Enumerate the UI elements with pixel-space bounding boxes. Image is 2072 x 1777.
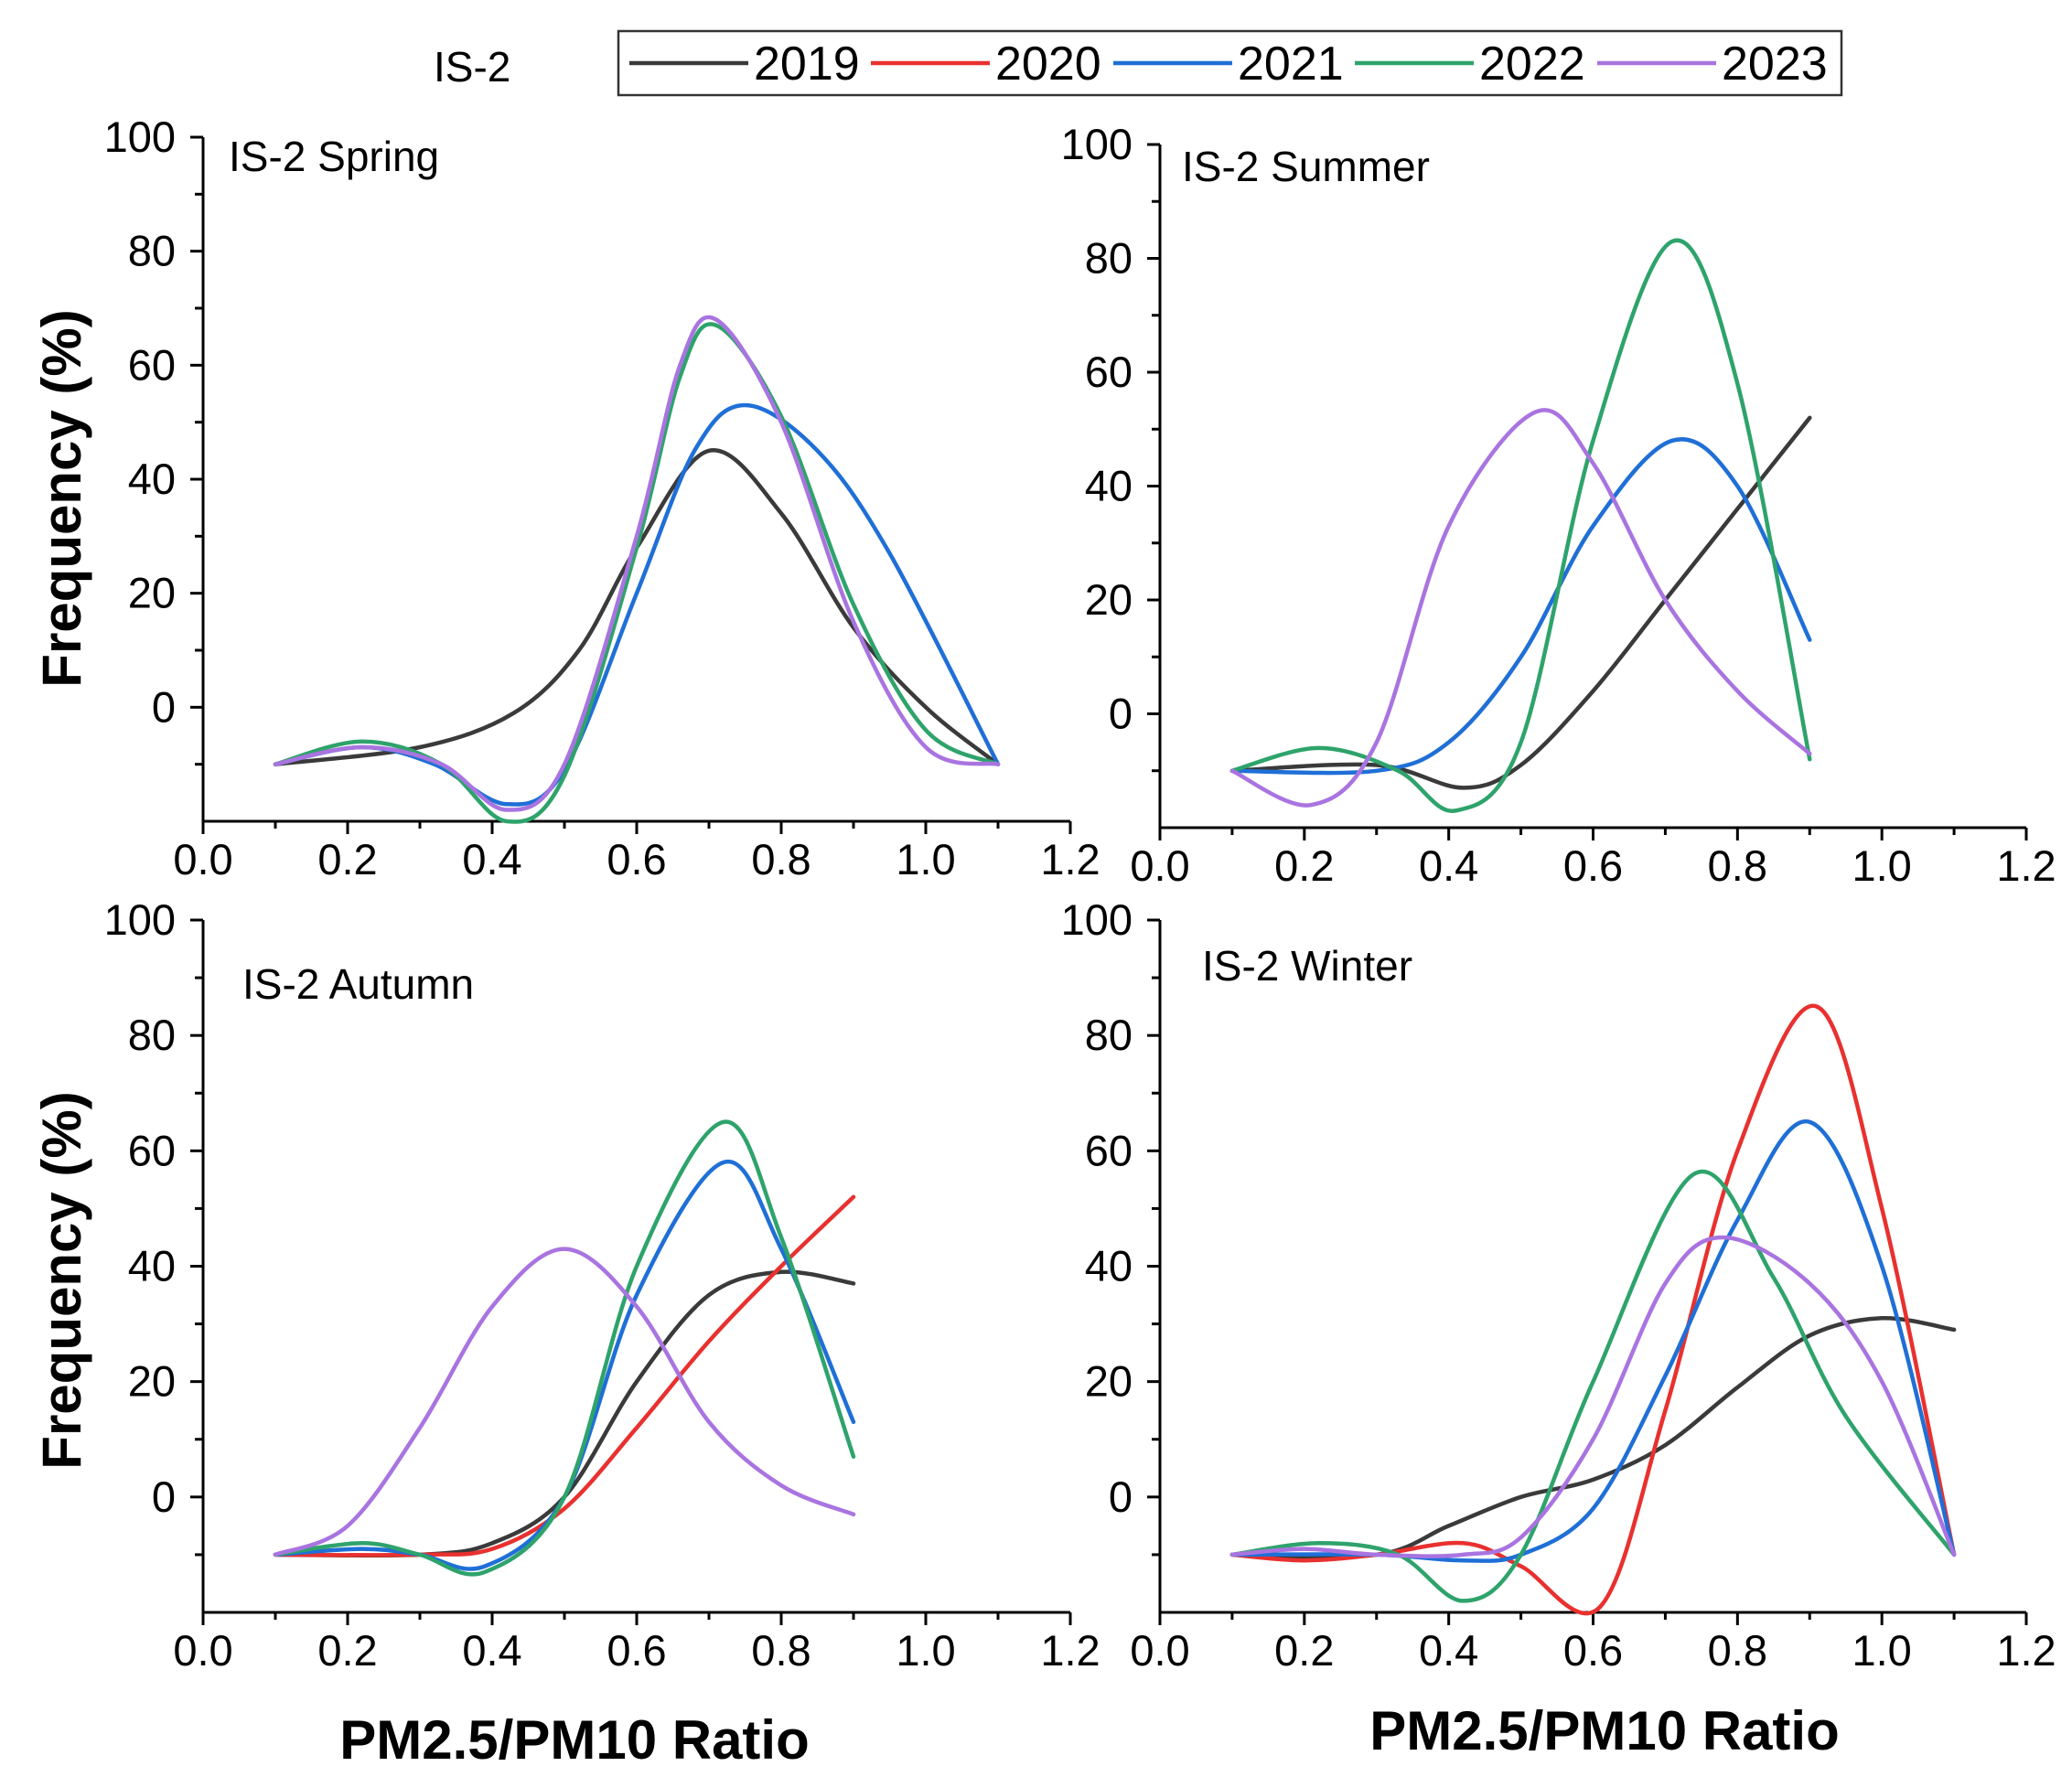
x-tick-label-summer: 0.2 <box>1274 841 1334 890</box>
x-tick-label-spring: 0.2 <box>317 835 377 883</box>
series-line-autumn-2023 <box>273 1247 856 1558</box>
x-tick-label-spring: 1.0 <box>896 835 955 883</box>
panel-title-summer: IS-2 Summer <box>1182 143 1430 190</box>
y-tick-label-winter: 60 <box>1085 1126 1133 1174</box>
legend-label-2020: 2020 <box>995 37 1101 91</box>
y-tick-label-summer: 80 <box>1085 234 1133 283</box>
x-tick-label-winter: 1.0 <box>1852 1626 1911 1675</box>
y-tick-label-spring: 0 <box>152 682 176 731</box>
y-tick-label-summer: 0 <box>1109 690 1133 738</box>
legend-label-2019: 2019 <box>754 37 860 91</box>
panel-title-spring: IS-2 Spring <box>229 133 439 180</box>
x-tick-label-autumn: 0.2 <box>317 1626 377 1675</box>
legend-label-2021: 2021 <box>1238 37 1344 91</box>
x-tick-label-winter: 0.0 <box>1130 1626 1189 1675</box>
y-tick-label-winter: 40 <box>1085 1242 1133 1290</box>
series-line-spring-2021 <box>273 402 1001 807</box>
legend-label-2022: 2022 <box>1479 37 1585 91</box>
legend: 2019 2020 2021 2022 2023 <box>617 29 1843 97</box>
y-tick-label-winter: 80 <box>1085 1011 1133 1059</box>
panel-title-winter: IS-2 Winter <box>1202 942 1412 990</box>
panel-autumn: 0.0 0.2 0.4 0.6 0.8 1.0 1.2 0 20 40 60 80 100 IS-2 A… <box>104 895 1100 1675</box>
x-tick-label-spring: 0.0 <box>173 835 232 883</box>
x-tick-label-summer: 1.0 <box>1852 841 1911 890</box>
y-tick-label-summer: 40 <box>1085 462 1133 510</box>
y-tick-label-spring: 20 <box>128 569 176 617</box>
axes-autumn: 0.0 0.2 0.4 0.6 0.8 1.0 1.2 0 20 40 60 80 100 <box>104 895 1100 1675</box>
x-tick-label-summer: 0.0 <box>1130 841 1189 890</box>
x-tick-label-winter: 0.6 <box>1563 1626 1623 1675</box>
y-axis-title-top: Frequency (%) <box>31 309 92 687</box>
x-tick-label-winter: 0.2 <box>1274 1626 1334 1675</box>
legend-entries: 2019 2020 2021 2022 2023 <box>629 37 1828 91</box>
x-tick-label-summer: 1.2 <box>1996 841 2056 890</box>
series-line-winter-2020 <box>1229 1003 1957 1616</box>
x-tick-label-winter: 0.4 <box>1419 1626 1478 1675</box>
x-tick-label-summer: 0.4 <box>1419 841 1478 890</box>
axes-winter: 0.0 0.2 0.4 0.6 0.8 1.0 1.2 0 20 40 60 80 100 <box>1061 895 2056 1675</box>
panel-spring: 0.0 0.2 0.4 0.6 0.8 1.0 1.2 0 20 40 60 80 100 IS-2 S… <box>104 112 1100 883</box>
x-tick-label-spring: 1.2 <box>1040 835 1100 883</box>
panel-summer: 0.0 0.2 0.4 0.6 0.8 1.0 1.2 0 20 40 60 80 100 IS-2 S… <box>1061 120 2056 890</box>
series-line-winter-2023 <box>1229 1235 1957 1558</box>
y-tick-label-autumn: 0 <box>152 1472 176 1521</box>
y-tick-label-autumn: 40 <box>128 1242 176 1290</box>
x-tick-label-autumn: 0.4 <box>462 1626 521 1675</box>
y-tick-label-summer: 60 <box>1085 348 1133 396</box>
series-line-summer-2023 <box>1229 408 1812 808</box>
y-tick-label-summer: 100 <box>1061 120 1133 168</box>
y-tick-label-spring: 80 <box>128 227 176 275</box>
x-tick-label-winter: 0.8 <box>1708 1626 1767 1675</box>
legend-label-2023: 2023 <box>1722 37 1828 91</box>
x-axis-title-right: PM2.5/PM10 Ratio <box>1369 1700 1840 1761</box>
y-tick-label-autumn: 60 <box>128 1126 176 1174</box>
x-axis-title-left: PM2.5/PM10 Ratio <box>339 1709 810 1771</box>
x-tick-label-spring: 0.6 <box>607 835 666 883</box>
x-tick-label-summer: 0.6 <box>1563 841 1623 890</box>
panel-winter: 0.0 0.2 0.4 0.6 0.8 1.0 1.2 0 20 40 60 80 100 IS-2 W… <box>1061 895 2056 1675</box>
y-tick-label-spring: 60 <box>128 340 176 389</box>
x-tick-label-winter: 1.2 <box>1996 1626 2056 1675</box>
y-axis-title-bottom: Frequency (%) <box>31 1091 92 1469</box>
y-tick-label-winter: 100 <box>1061 895 1133 944</box>
series-line-winter-2022 <box>1229 1169 1957 1603</box>
panel-title-autumn: IS-2 Autumn <box>242 960 474 1008</box>
x-tick-label-summer: 0.8 <box>1708 841 1767 890</box>
series-line-spring-2023 <box>273 315 1001 812</box>
x-tick-label-autumn: 1.0 <box>896 1626 955 1675</box>
y-tick-label-spring: 100 <box>104 112 176 161</box>
station-label: IS-2 <box>434 43 510 91</box>
y-tick-label-autumn: 20 <box>128 1357 176 1406</box>
x-tick-label-autumn: 1.2 <box>1040 1626 1100 1675</box>
y-tick-label-winter: 0 <box>1109 1472 1133 1521</box>
y-tick-label-summer: 20 <box>1085 575 1133 624</box>
y-tick-label-autumn: 100 <box>104 895 176 944</box>
x-tick-label-spring: 0.4 <box>462 835 521 883</box>
series-line-autumn-2022 <box>273 1119 856 1577</box>
y-tick-label-autumn: 80 <box>128 1011 176 1059</box>
series-line-summer-2019 <box>1229 415 1812 790</box>
x-tick-label-spring: 0.8 <box>751 835 811 883</box>
x-tick-label-autumn: 0.6 <box>607 1626 666 1675</box>
series-line-summer-2022 <box>1229 238 1812 813</box>
y-tick-label-winter: 20 <box>1085 1357 1133 1406</box>
x-tick-label-autumn: 0.8 <box>751 1626 811 1675</box>
y-tick-label-spring: 40 <box>128 455 176 503</box>
axes-summer: 0.0 0.2 0.4 0.6 0.8 1.0 1.2 0 20 40 60 80 100 <box>1061 120 2056 890</box>
x-tick-label-autumn: 0.0 <box>173 1626 232 1675</box>
axes-spring: 0.0 0.2 0.4 0.6 0.8 1.0 1.2 0 20 40 60 80 100 <box>104 112 1100 883</box>
series-line-winter-2021 <box>1229 1119 1957 1563</box>
